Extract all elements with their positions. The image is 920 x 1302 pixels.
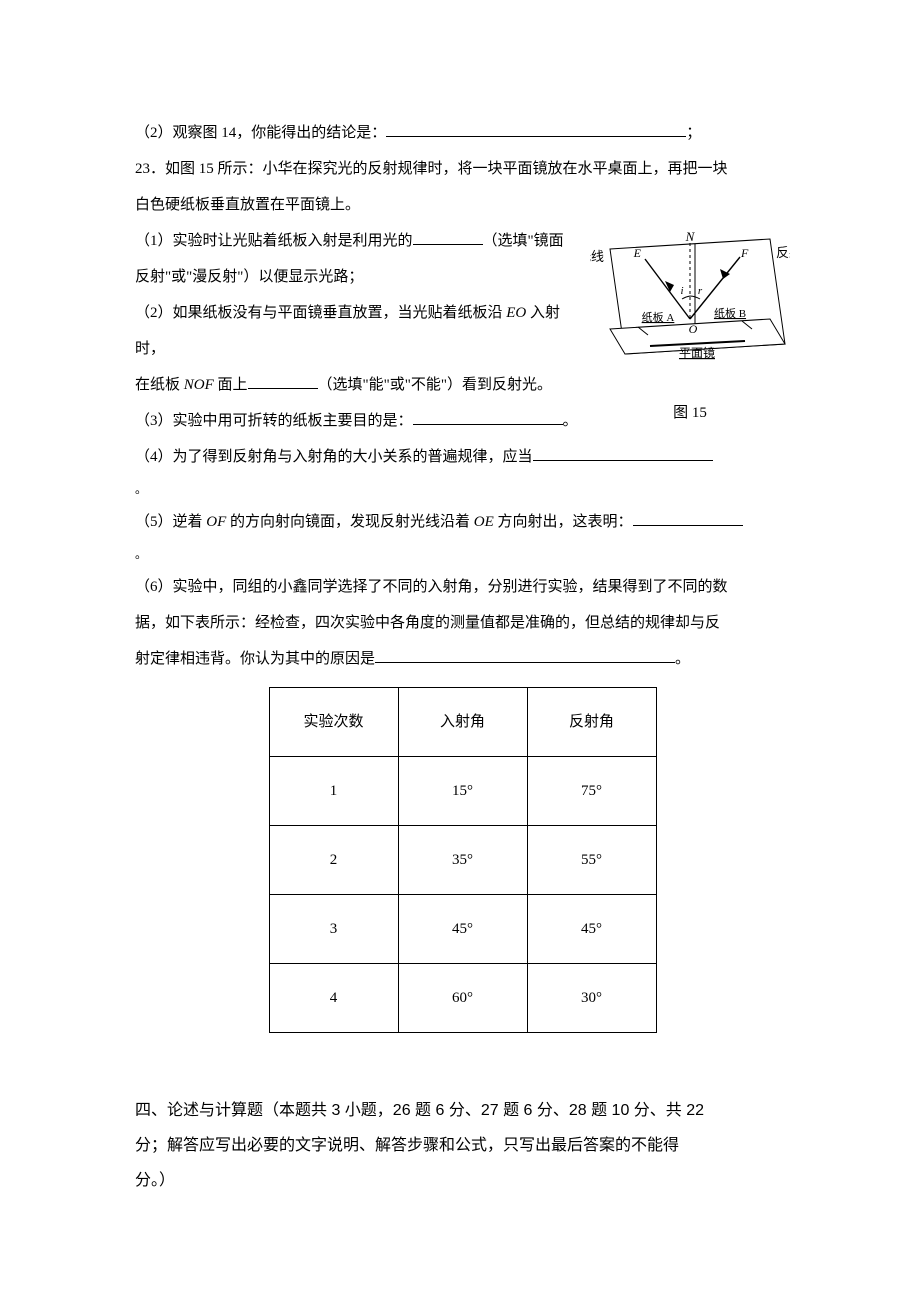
data-table: 实验次数 入射角 反射角 1 15° 75° 2 35° 55° 3 45° 4… (269, 687, 657, 1033)
svg-text:入射光线: 入射光线 (590, 249, 604, 264)
dot: 。 (135, 475, 790, 504)
q23-p4: （4）为了得到反射角与入射角的大小关系的普遍规律，应当 (135, 439, 790, 475)
q23-p6c: 射定律相违背。你认为其中的原因是。 (135, 641, 790, 677)
blank (533, 445, 713, 461)
blank (248, 373, 318, 389)
q22-part2: （2）观察图 14，你能得出的结论是： ； (135, 115, 790, 151)
dot: 。 (135, 540, 790, 569)
blank (386, 121, 686, 137)
q23-p6b: 据，如下表所示：经检查，四次实验中各角度的测量值都是准确的，但总结的规律却与反 (135, 605, 790, 641)
table-row: 4 60° 30° (269, 963, 656, 1032)
svg-text:O: O (689, 322, 698, 336)
svg-text:F: F (740, 246, 749, 260)
q23-stem-a: 23．如图 15 所示：小华在探究光的反射规律时，将一块平面镜放在水平桌面上，再… (135, 151, 790, 187)
q23-p6a: （6）实验中，同组的小鑫同学选择了不同的入射角，分别进行实验，结果得到了不同的数 (135, 569, 790, 605)
blank (413, 409, 563, 425)
figure-15: N E F i r 纸板 A 纸板 B O 平面镜 入射光线 反射光线 图 15 (590, 229, 790, 431)
q23-stem-b: 白色硬纸板垂直放置在平面镜上。 (135, 187, 790, 223)
svg-text:r: r (698, 285, 703, 297)
figure-caption: 图 15 (590, 395, 790, 431)
table-row: 3 45° 45° (269, 894, 656, 963)
q22-part2-suffix: ； (686, 125, 701, 141)
blank (375, 647, 675, 663)
table-row: 2 35° 55° (269, 825, 656, 894)
blank (413, 229, 483, 245)
reflection-diagram: N E F i r 纸板 A 纸板 B O 平面镜 入射光线 反射光线 (590, 229, 790, 379)
q22-part2-prefix: （2）观察图 14，你能得出的结论是： (135, 125, 386, 141)
svg-text:平面镜: 平面镜 (679, 345, 715, 360)
blank (633, 510, 743, 526)
table-row: 实验次数 入射角 反射角 (269, 687, 656, 756)
table-header: 反射角 (527, 687, 656, 756)
section-4-heading: 四、论述与计算题（本题共 3 小题，26 题 6 分、27 题 6 分、28 题… (135, 1093, 790, 1199)
svg-text:N: N (685, 229, 696, 244)
table-row: 1 15° 75° (269, 756, 656, 825)
table-header: 实验次数 (269, 687, 398, 756)
svg-text:i: i (680, 285, 683, 297)
q23-p5: （5）逆着 OF 的方向射向镜面，发现反射光线沿着 OE 方向射出，这表明： (135, 504, 790, 540)
svg-text:纸板 B: 纸板 B (714, 306, 746, 320)
svg-text:E: E (633, 246, 642, 260)
table-header: 入射角 (398, 687, 527, 756)
svg-text:纸板 A: 纸板 A (642, 310, 675, 324)
svg-text:反射光线: 反射光线 (776, 245, 790, 260)
